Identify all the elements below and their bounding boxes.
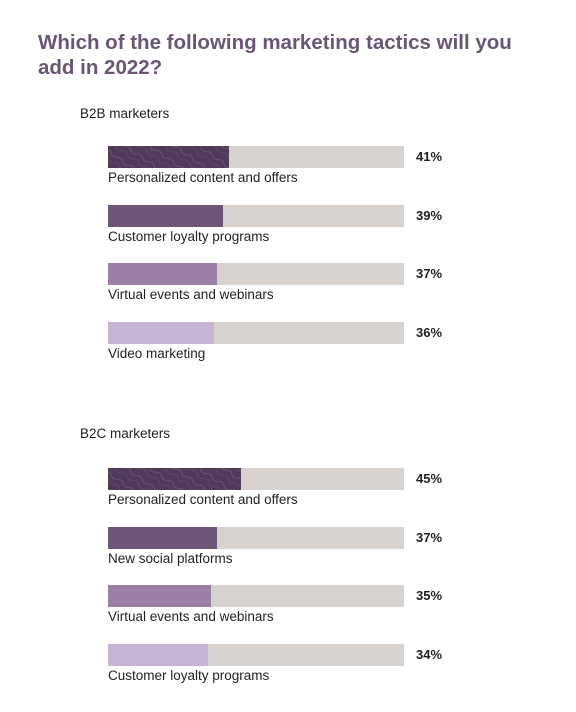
- category-label: New social platforms: [108, 550, 233, 566]
- group-label: B2B marketers: [80, 106, 170, 121]
- bar-track: [108, 585, 404, 607]
- bar-track: [108, 263, 404, 285]
- bar-fill: [108, 643, 208, 666]
- value-label: 35%: [416, 588, 443, 603]
- bar-row: 37% New social platforms: [108, 526, 468, 567]
- bar-track: [108, 643, 404, 666]
- category-label: Virtual events and webinars: [108, 287, 274, 302]
- bar-fill: [108, 263, 217, 285]
- bar-track: [108, 204, 404, 227]
- category-label: Customer loyalty programs: [108, 667, 270, 683]
- bar-track: [108, 146, 404, 168]
- bar-fill: [108, 321, 214, 344]
- category-label: Video marketing: [108, 345, 206, 361]
- bar-fill: [108, 468, 241, 490]
- bar-track: [108, 468, 404, 490]
- bar-row: 34% Customer loyalty programs: [108, 643, 468, 684]
- bar-track: [108, 321, 404, 344]
- category-label: Personalized content and offers: [108, 170, 298, 185]
- bar-row: 41% Personalized content and offers: [108, 146, 468, 186]
- value-label: 36%: [416, 324, 443, 340]
- bar-fill: [108, 526, 217, 549]
- value-label: 39%: [416, 207, 443, 223]
- bar-row: 35% Virtual events and webinars: [108, 585, 468, 625]
- bar-fill: [108, 204, 223, 227]
- chart-title: Which of the following marketing tactics…: [38, 31, 512, 79]
- category-label: Customer loyalty programs: [108, 228, 270, 244]
- bar-track: [108, 526, 404, 549]
- value-label: 37%: [416, 266, 443, 281]
- bar-row: 37% Virtual events and webinars: [108, 263, 468, 303]
- value-label: 34%: [416, 646, 443, 662]
- group-label: B2C marketers: [80, 426, 171, 441]
- value-label: 41%: [416, 149, 443, 164]
- bar-fill: [108, 585, 211, 607]
- value-label: 37%: [416, 529, 443, 545]
- category-label: Virtual events and webinars: [108, 609, 274, 624]
- bar-row: 36% Video marketing: [108, 321, 468, 362]
- value-label: 45%: [416, 471, 443, 486]
- bar-row: 45% Personalized content and offers: [108, 468, 468, 508]
- category-label: Personalized content and offers: [108, 492, 298, 507]
- bar-fill: [108, 146, 229, 168]
- bar-row: 39% Customer loyalty programs: [108, 204, 468, 245]
